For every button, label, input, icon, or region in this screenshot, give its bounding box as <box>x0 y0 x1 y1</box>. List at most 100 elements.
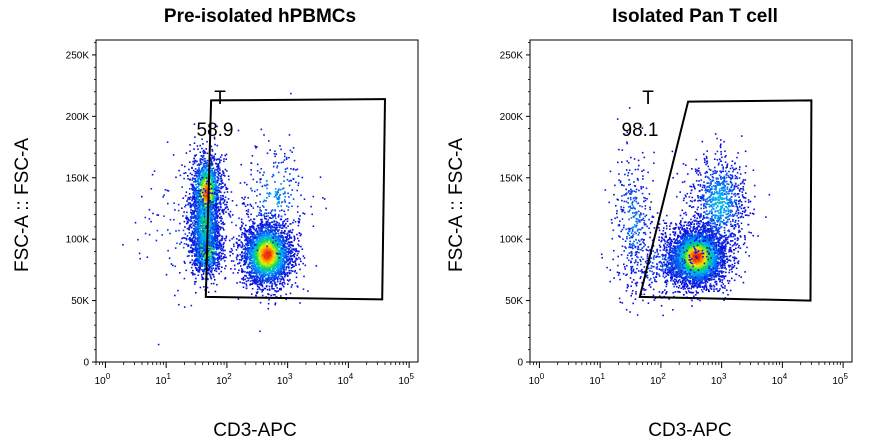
event-dot <box>198 164 201 167</box>
event-dot <box>211 215 213 217</box>
event-dot <box>263 287 266 290</box>
event-dot <box>194 231 196 233</box>
event-dot <box>245 210 248 212</box>
event-dot <box>198 192 201 194</box>
event-dot <box>194 206 196 209</box>
event-dot <box>219 199 222 201</box>
event-dot <box>204 232 207 235</box>
event-dot <box>211 238 214 240</box>
event-dot <box>280 275 282 278</box>
event-dot <box>195 193 198 196</box>
event-dot <box>266 232 268 234</box>
event-dot <box>194 238 197 240</box>
event-dot <box>189 224 192 226</box>
event-dot <box>268 234 271 236</box>
event-dot <box>265 256 267 259</box>
event-dot <box>235 256 238 259</box>
event-dot <box>193 187 195 190</box>
event-dot <box>182 215 184 217</box>
event-dot <box>208 236 210 239</box>
event-dot <box>197 198 200 200</box>
event-dot <box>287 230 290 232</box>
event-dot <box>225 256 227 259</box>
event-dot <box>195 191 198 194</box>
event-dot <box>250 243 252 245</box>
event-dot <box>210 174 213 176</box>
event-dot <box>192 242 194 245</box>
event-dot <box>196 169 199 171</box>
event-dot <box>205 179 207 182</box>
event-dot <box>192 235 195 238</box>
event-dot <box>218 261 220 263</box>
event-dot <box>217 266 219 268</box>
event-dot <box>204 214 206 216</box>
event-dot <box>215 185 217 188</box>
event-dot <box>190 183 192 186</box>
event-dot <box>188 225 191 227</box>
event-dot <box>174 209 176 211</box>
event-dot <box>208 260 211 262</box>
event-dot <box>202 238 204 240</box>
event-dot <box>275 275 277 277</box>
event-dot <box>210 245 212 247</box>
event-dot <box>230 251 232 253</box>
event-dot <box>209 221 211 223</box>
event-dot <box>254 240 256 243</box>
event-dot <box>212 180 215 182</box>
event-dot <box>211 164 214 166</box>
event-dot <box>219 169 221 171</box>
event-dot <box>260 271 263 274</box>
event-dot <box>223 260 226 262</box>
event-dot <box>240 218 243 221</box>
event-dot <box>213 246 215 248</box>
event-dot <box>291 241 293 243</box>
event-dot <box>200 253 203 255</box>
event-dot <box>209 211 211 214</box>
event-dot <box>256 283 259 286</box>
event-dot <box>261 289 263 291</box>
event-dot <box>195 189 198 192</box>
event-dot <box>191 233 193 235</box>
event-dot <box>192 186 194 188</box>
event-dot <box>190 244 193 246</box>
event-dot <box>224 199 226 201</box>
event-dot <box>255 228 257 231</box>
event-dot <box>217 179 220 182</box>
event-dot <box>238 239 241 241</box>
event-dot <box>197 220 199 223</box>
event-dot <box>272 250 274 252</box>
event-dot <box>211 189 214 192</box>
event-dot <box>204 243 207 245</box>
event-dot <box>203 163 205 165</box>
event-dot <box>195 183 197 186</box>
event-dot <box>241 269 244 271</box>
event-dot <box>204 259 207 262</box>
event-dot <box>278 261 280 263</box>
event-dot <box>195 259 197 261</box>
event-dot <box>195 262 197 265</box>
event-dot <box>201 156 204 158</box>
event-dot <box>222 171 225 173</box>
event-dot <box>266 220 269 223</box>
event-dot <box>210 171 213 173</box>
event-dot <box>212 182 214 184</box>
event-dot <box>261 250 263 253</box>
event-dot <box>207 130 210 132</box>
event-dot <box>274 234 276 236</box>
event-dot <box>293 248 295 251</box>
event-dot <box>203 192 205 195</box>
event-dot <box>207 259 210 261</box>
event-dot <box>200 240 202 243</box>
event-dot <box>265 215 268 218</box>
event-dot <box>212 196 214 199</box>
event-dot <box>204 189 207 192</box>
event-dot <box>217 228 220 230</box>
event-dot <box>214 238 216 240</box>
event-dot <box>197 211 199 213</box>
event-dot <box>246 243 249 245</box>
event-dot <box>243 234 246 236</box>
event-dot <box>218 272 220 275</box>
event-dot <box>209 246 212 248</box>
event-dot <box>193 220 196 222</box>
